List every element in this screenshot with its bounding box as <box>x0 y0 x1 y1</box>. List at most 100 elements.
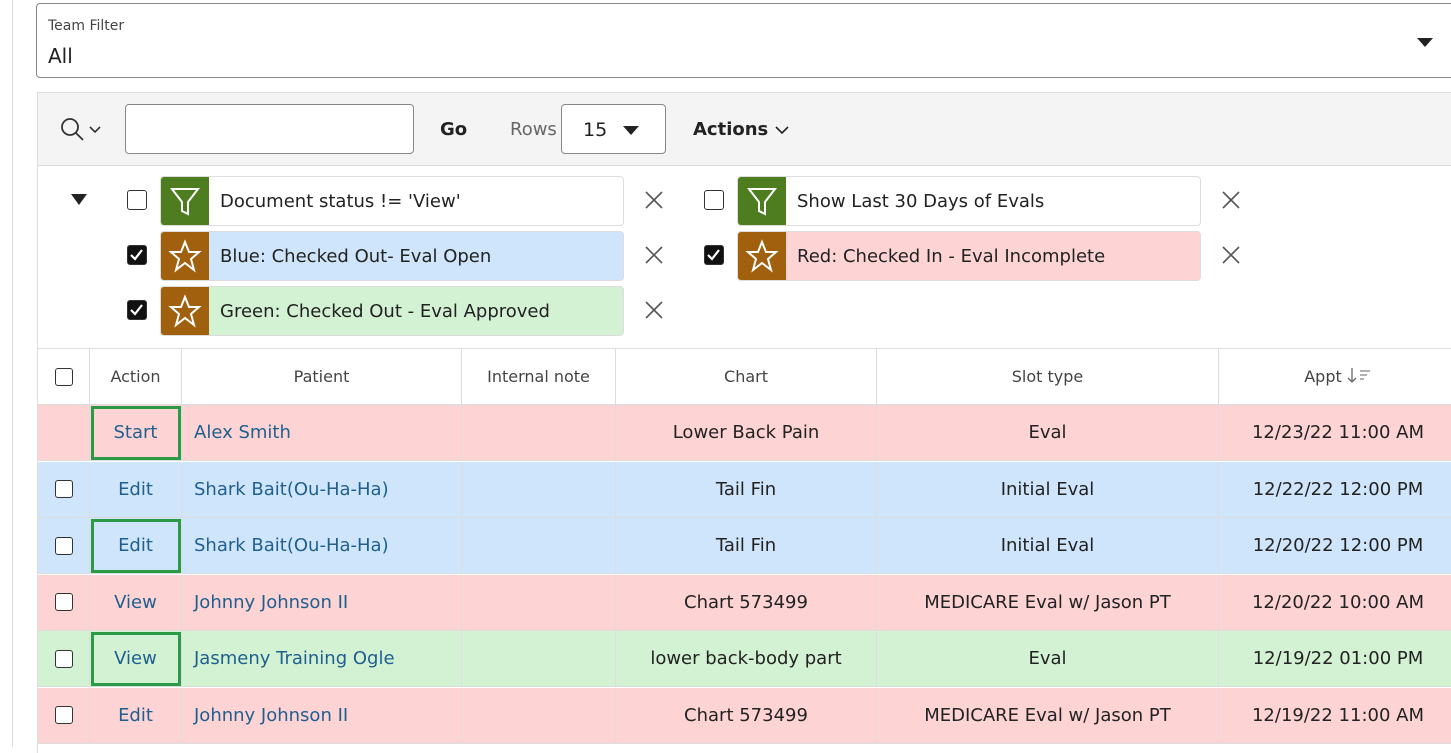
filter-checkbox[interactable] <box>127 245 147 265</box>
filter-checkbox[interactable] <box>127 190 147 210</box>
column-header: Patient <box>182 349 462 405</box>
column-header-text[interactable]: Chart <box>724 367 768 386</box>
team-filter-label: Team Filter <box>48 18 125 34</box>
filter-pill[interactable]: Green: Checked Out - Eval Approved <box>160 286 624 336</box>
appt-text: 12/19/22 11:00 AM <box>1251 704 1424 726</box>
action-cell: Edit <box>90 461 182 518</box>
search-input[interactable] <box>125 104 414 154</box>
remove-filter[interactable] <box>643 244 665 270</box>
filter-item: Blue: Checked Out- Eval Open <box>123 231 700 281</box>
action-link[interactable]: View <box>114 591 157 613</box>
column-header-text[interactable]: Action <box>110 367 161 386</box>
slot-cell: Initial Eval <box>877 518 1219 574</box>
go-button[interactable]: Go <box>440 119 468 140</box>
column-header-text[interactable]: Appt <box>1304 367 1342 386</box>
patient-link[interactable]: Shark Bait(Ou-Ha-Ha) <box>194 535 389 556</box>
remove-filter[interactable] <box>1220 244 1242 270</box>
row-checkbox[interactable] <box>54 480 73 498</box>
patient-link[interactable]: Jasmeny Training Ogle <box>194 648 395 669</box>
action-cell: View <box>90 574 182 631</box>
filter-pill[interactable]: Document status != 'View' <box>160 176 624 226</box>
action-link[interactable]: Edit <box>118 704 153 726</box>
action-cell: Start <box>90 405 182 461</box>
actions-label: Actions <box>693 119 769 140</box>
actions-menu[interactable]: Actions <box>693 119 789 140</box>
filter-pill[interactable]: Blue: Checked Out- Eval Open <box>160 231 624 281</box>
action-link[interactable]: Start <box>113 422 158 443</box>
slot-text: Initial Eval <box>1000 535 1095 556</box>
collapse-toggle[interactable] <box>71 194 87 206</box>
patient-cell: Johnny Johnson II <box>182 574 462 631</box>
slot-cell: MEDICARE Eval w/ Jason PT <box>877 687 1219 744</box>
chart-cell: lower back-body part <box>616 631 877 687</box>
appt-cell: 12/20/22 10:00 AM <box>1219 575 1451 631</box>
appt-text: 12/22/22 12:00 PM <box>1252 478 1424 500</box>
slot-cell: Initial Eval <box>877 461 1219 518</box>
toolbar: Go Rows 15 Actions <box>38 93 1451 166</box>
filter-checkbox[interactable] <box>704 190 724 210</box>
chart-text: Tail Fin <box>715 535 777 556</box>
action-link[interactable]: Edit <box>118 535 153 556</box>
patient-cell: Alex Smith <box>182 405 462 461</box>
action-cell: View <box>90 631 182 687</box>
filter-checkbox[interactable] <box>704 245 724 265</box>
chart-cell: Lower Back Pain <box>616 405 877 461</box>
remove-filter[interactable] <box>1220 189 1242 215</box>
action-link[interactable]: Edit <box>118 478 153 500</box>
row-checkbox[interactable] <box>54 593 73 611</box>
chart-cell: Tail Fin <box>616 461 877 518</box>
patient-link[interactable]: Johnny Johnson II <box>194 591 349 613</box>
column-header-text[interactable]: Internal note <box>487 367 590 386</box>
row-checkbox[interactable] <box>54 536 73 555</box>
row-checkbox[interactable] <box>54 706 73 724</box>
team-filter-select[interactable]: Team Filter All <box>36 3 1451 78</box>
search-column-menu[interactable] <box>60 117 106 143</box>
filter-checkbox[interactable] <box>127 300 147 320</box>
dropdown-caret <box>623 126 639 135</box>
highlight-icon <box>161 287 209 335</box>
appt-text: 12/20/22 12:00 PM <box>1252 535 1424 556</box>
action-link[interactable]: View <box>114 648 157 669</box>
table-row <box>38 518 1451 574</box>
rows-select[interactable]: 15 <box>561 104 666 154</box>
chart-cell: Chart 573499 <box>616 687 877 744</box>
highlight-icon <box>738 232 786 280</box>
slot-text: MEDICARE Eval w/ Jason PT <box>924 704 1171 726</box>
filter-pill[interactable]: Show Last 30 Days of Evals <box>737 176 1201 226</box>
select-cell <box>38 518 90 574</box>
column-header-text[interactable]: Patient <box>293 367 350 386</box>
patient-link[interactable]: Shark Bait(Ou-Ha-Ha) <box>194 478 389 500</box>
row-checkbox[interactable] <box>54 649 73 668</box>
filter-text: Red: Checked In - Eval Incomplete <box>797 246 1106 267</box>
column-header-text[interactable]: Slot type <box>1011 367 1084 386</box>
appt-text: 12/23/22 11:00 AM <box>1251 422 1424 443</box>
patient-cell: Shark Bait(Ou-Ha-Ha) <box>182 518 462 574</box>
patient-link[interactable]: Johnny Johnson II <box>194 704 349 726</box>
team-filter-value: All <box>48 44 73 68</box>
filter-text: Document status != 'View' <box>220 191 461 212</box>
select-cell <box>38 574 90 631</box>
column-header: Appt <box>1219 349 1451 405</box>
header-select-all <box>38 349 90 405</box>
chart-text: Chart 573499 <box>684 591 808 613</box>
filter-item: Document status != 'View' <box>123 176 700 226</box>
appt-cell: 12/19/22 11:00 AM <box>1219 688 1451 744</box>
slot-cell: MEDICARE Eval w/ Jason PT <box>877 574 1219 631</box>
checkbox[interactable] <box>54 367 73 386</box>
remove-filter[interactable] <box>643 299 665 325</box>
chart-text: lower back-body part <box>650 648 842 669</box>
filter-icon <box>161 177 209 225</box>
note-cell <box>462 461 616 518</box>
remove-filter[interactable] <box>643 189 665 215</box>
filter-list: Document status != 'View' Show Last 30 Da… <box>123 176 1277 336</box>
filter-item: Red: Checked In - Eval Incomplete <box>700 231 1277 281</box>
filter-icon <box>738 177 786 225</box>
note-cell <box>462 631 616 687</box>
patient-cell: Johnny Johnson II <box>182 687 462 744</box>
slot-cell: Eval <box>877 631 1219 687</box>
divider <box>12 0 13 747</box>
table-row <box>38 631 1451 687</box>
filter-pill[interactable]: Red: Checked In - Eval Incomplete <box>737 231 1201 281</box>
patient-link[interactable]: Alex Smith <box>194 422 291 443</box>
